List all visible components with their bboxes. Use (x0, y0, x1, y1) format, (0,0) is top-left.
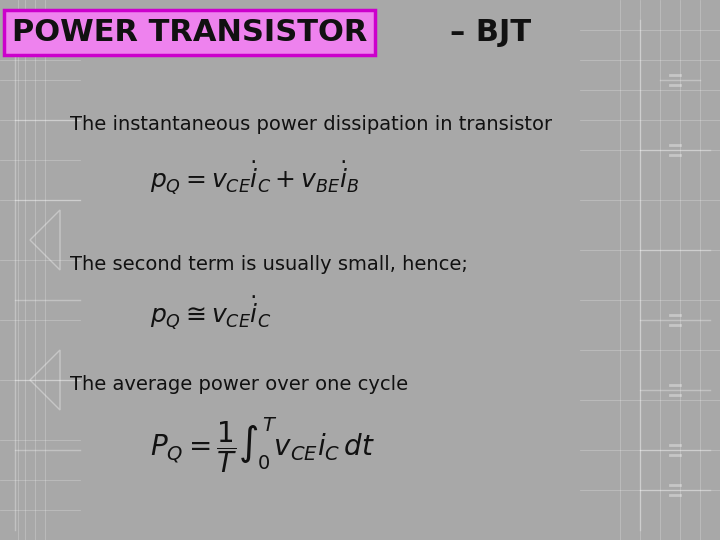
Text: – BJT: – BJT (450, 18, 531, 47)
Text: The second term is usually small, hence;: The second term is usually small, hence; (70, 255, 468, 274)
Text: $p_Q = v_{CE}\dot{i}_C + v_{BE}\dot{i}_B$: $p_Q = v_{CE}\dot{i}_C + v_{BE}\dot{i}_B… (150, 160, 359, 197)
Text: $p_Q \cong v_{CE}\dot{i}_C$: $p_Q \cong v_{CE}\dot{i}_C$ (150, 295, 271, 332)
Text: POWER TRANSISTOR: POWER TRANSISTOR (12, 18, 367, 47)
Text: $P_Q = \dfrac{1}{T}\int_0^T v_{CE}i_C\,dt$: $P_Q = \dfrac{1}{T}\int_0^T v_{CE}i_C\,d… (150, 415, 375, 475)
Text: The instantaneous power dissipation in transistor: The instantaneous power dissipation in t… (70, 115, 552, 134)
Text: The average power over one cycle: The average power over one cycle (70, 375, 408, 394)
